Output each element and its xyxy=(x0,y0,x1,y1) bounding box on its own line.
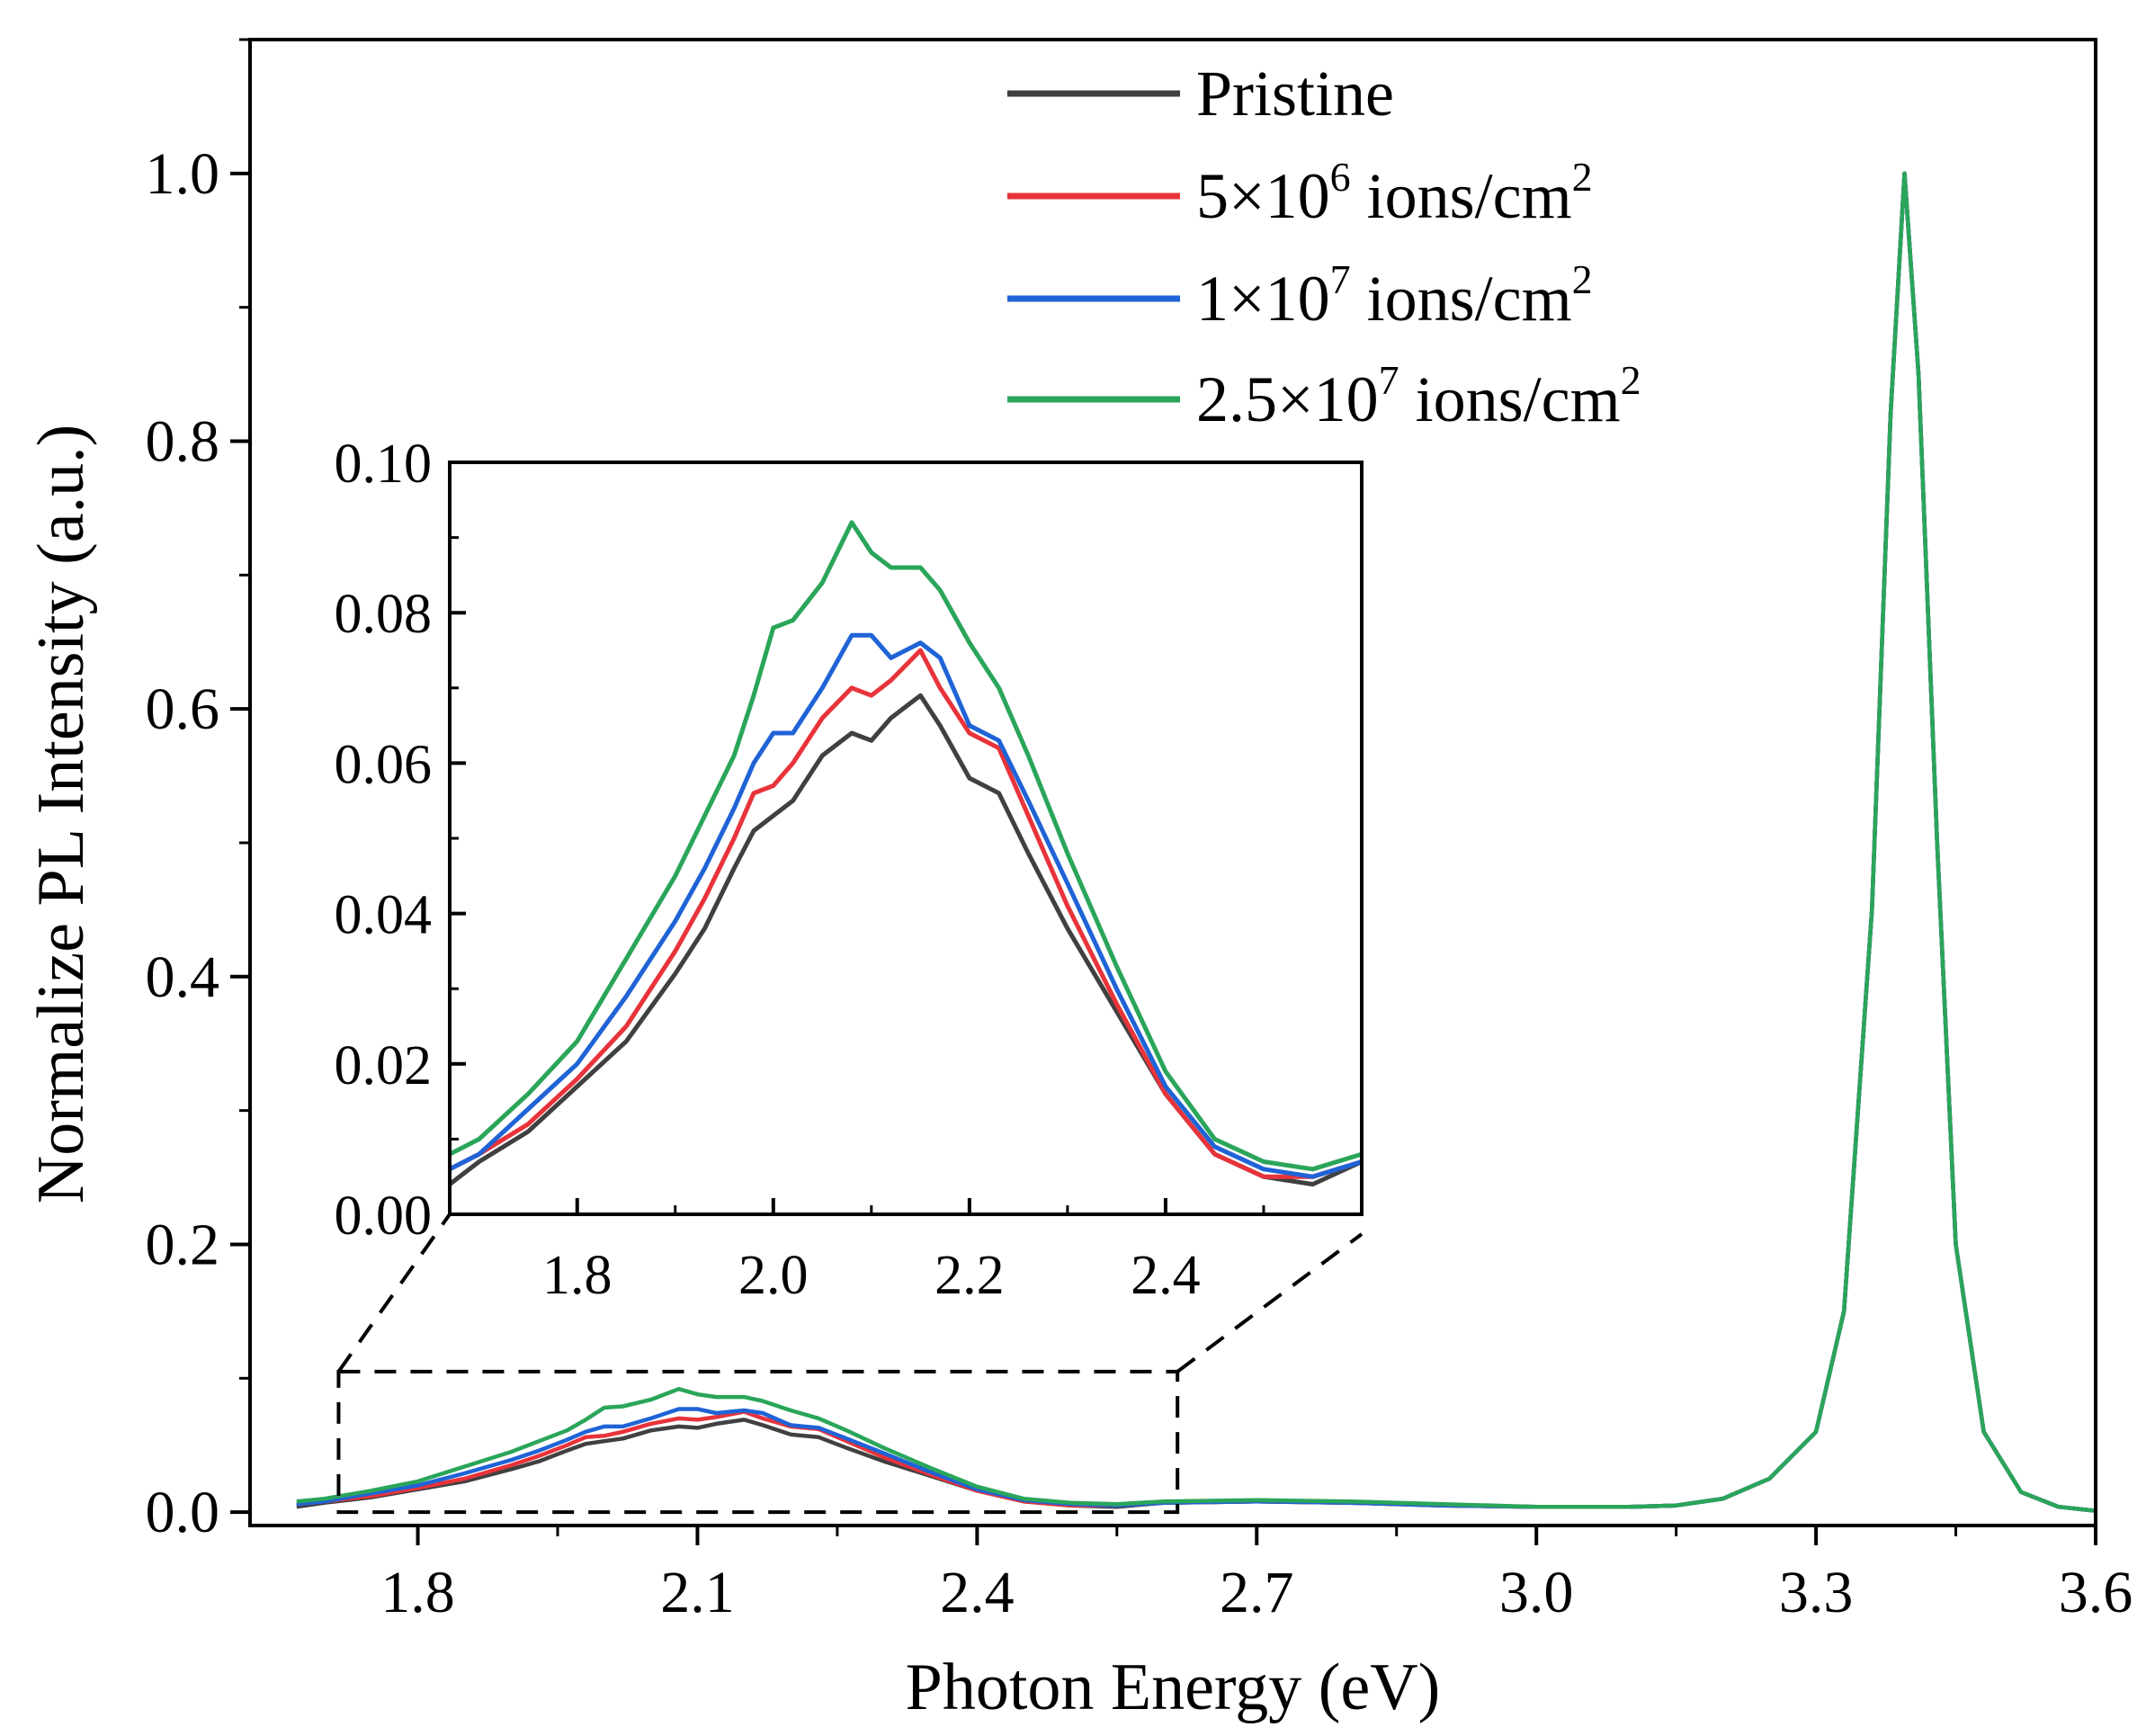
inset-y-tick-label: 0.02 xyxy=(335,1035,433,1096)
main-y-tick-label: 0.8 xyxy=(146,408,220,474)
inset-series-line-3 xyxy=(450,520,1362,1172)
legend-label-unit-exponent: 2 xyxy=(1621,357,1641,403)
legend-label-base: 2.5×10 xyxy=(1196,363,1379,435)
main-x-tick-label: 3.6 xyxy=(2059,1560,2133,1625)
inset-x-axis-ticks: 1.8 2.0 2.2 2.4 xyxy=(542,1198,1265,1306)
inset-y-tick-label: 0.00 xyxy=(335,1186,433,1247)
legend-label-2: 1×107 ions/cm2 xyxy=(1196,256,1593,335)
inset-y-tick-label: 0.08 xyxy=(335,584,433,645)
y-axis-label: Normalize PL Intensity (a.u.) xyxy=(24,425,98,1204)
legend-label-unit-exponent: 2 xyxy=(1572,154,1593,200)
inset-x-tick-label: 2.2 xyxy=(934,1245,1005,1306)
main-plot: 1.8 2.1 2.4 2.7 3.0 3.3 3.6 0.0 0.2 0.4 0.6 0.8 1.0… xyxy=(24,38,2133,1724)
inset-series-line-2 xyxy=(450,632,1362,1179)
zoom-rectangle xyxy=(336,1369,1180,1515)
legend-label-base: 1×10 xyxy=(1196,263,1330,335)
legend-label-3: 2.5×107 ions/cm2 xyxy=(1196,357,1641,435)
main-x-tick-label: 2.1 xyxy=(660,1560,735,1625)
main-y-axis-ticks: 0.0 0.2 0.4 0.6 0.8 1.0 xyxy=(146,38,250,1545)
main-x-tick-label: 3.3 xyxy=(1779,1560,1854,1625)
inset-x-tick-label: 1.8 xyxy=(542,1245,613,1306)
main-x-axis-ticks: 1.8 2.1 2.4 2.7 3.0 3.3 3.6 xyxy=(380,1526,2133,1625)
main-y-tick-label: 0.0 xyxy=(146,1480,220,1545)
main-plot-frame xyxy=(248,38,2097,1527)
main-series-lines xyxy=(296,171,2097,1513)
inset-y-axis-ticks: 0.00 0.02 0.04 0.06 0.08 0.10 xyxy=(335,434,466,1247)
inset-series-lines xyxy=(450,520,1362,1187)
main-series-line-3 xyxy=(296,171,2097,1513)
inset-background xyxy=(450,462,1362,1214)
main-x-tick-label: 3.0 xyxy=(1499,1560,1574,1625)
inset-y-tick-label: 0.04 xyxy=(335,885,433,946)
main-y-tick-label: 1.0 xyxy=(146,141,220,207)
legend-label-unit: ions/cm xyxy=(1351,263,1572,335)
inset-series-line-1 xyxy=(450,648,1362,1179)
x-axis-label: Photon Energy (eV) xyxy=(906,1651,1441,1724)
main-y-tick-label: 0.4 xyxy=(146,944,220,1010)
inset-x-tick-label: 2.4 xyxy=(1131,1245,1201,1306)
inset-x-tick-label: 2.0 xyxy=(738,1245,809,1306)
legend-label-text: Pristine xyxy=(1196,58,1394,130)
main-x-tick-label: 2.4 xyxy=(940,1560,1015,1625)
legend-label-base: 5×10 xyxy=(1196,160,1330,232)
legend-label-exponent: 7 xyxy=(1379,357,1399,403)
main-y-tick-label: 0.6 xyxy=(146,676,220,742)
legend-label-unit: ions/cm xyxy=(1351,160,1572,232)
inset-y-tick-label: 0.10 xyxy=(335,434,433,495)
inset-plot: 1.8 2.0 2.2 2.4 0.00 0.02 0.04 0.06 0.08 0.10 xyxy=(335,434,1364,1306)
legend-label-0: Pristine xyxy=(1196,58,1394,130)
legend-label-exponent: 7 xyxy=(1330,256,1351,302)
legend-label-unit: ions/cm xyxy=(1399,363,1621,435)
inset-y-tick-label: 0.06 xyxy=(335,734,433,795)
zoom-region-box xyxy=(336,1213,1364,1515)
main-x-tick-label: 1.8 xyxy=(380,1560,455,1625)
legend-label-exponent: 6 xyxy=(1330,154,1351,200)
legend-label-unit-exponent: 2 xyxy=(1572,256,1593,302)
legend-label-1: 5×106 ions/cm2 xyxy=(1196,154,1593,232)
main-y-tick-label: 0.2 xyxy=(146,1212,220,1277)
zoom-connector-left xyxy=(336,1213,452,1374)
main-x-tick-label: 2.7 xyxy=(1220,1560,1294,1625)
zoom-connector-right xyxy=(1176,1232,1364,1374)
